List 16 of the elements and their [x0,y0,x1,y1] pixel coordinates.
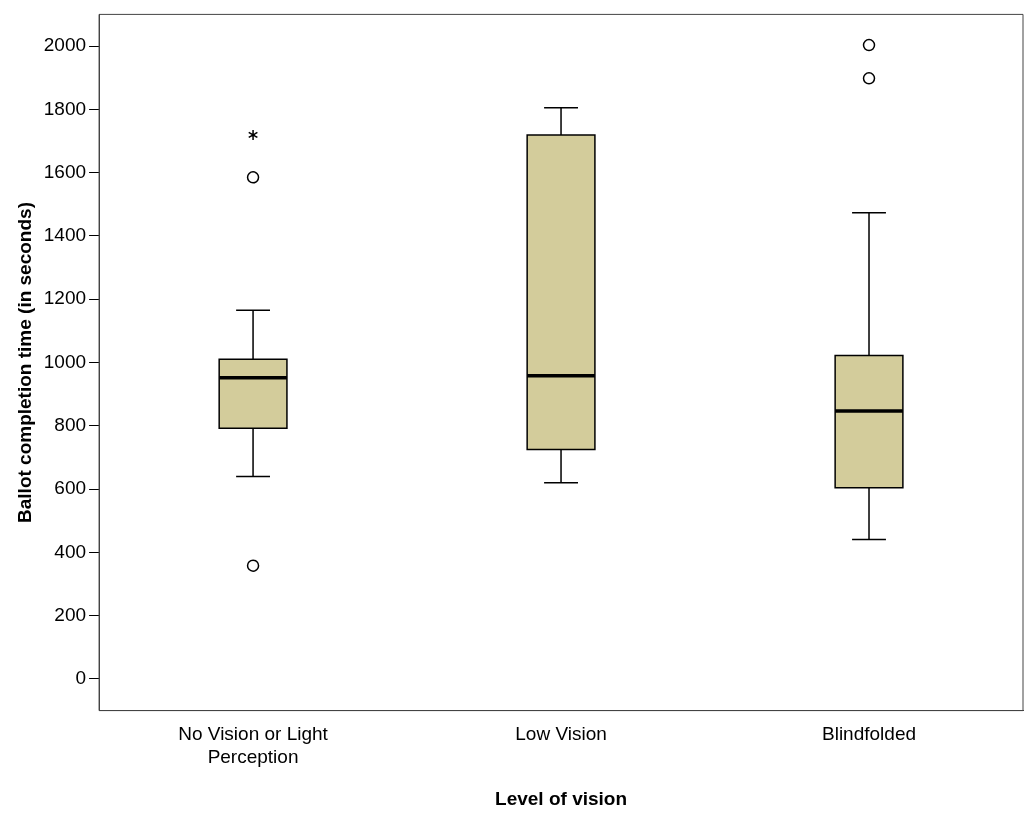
y-tick-label: 2000 [43,34,87,56]
y-tick-label: 1000 [43,350,87,372]
y-tick-label: 400 [54,540,87,562]
x-tick-label: Blindfolded [822,723,917,745]
x-axis-title: Level of vision [495,787,628,809]
y-tick-label: 1600 [43,160,87,182]
y-tick-label: 200 [54,603,87,625]
y-tick-label: 1800 [43,97,87,119]
y-tick-label: 1200 [43,287,87,309]
x-tick-label: No Vision or Light Perception [178,723,329,768]
y-tick-label: 800 [54,414,87,436]
x-tick-label: Low Vision [515,723,607,745]
y-tick-label: 1400 [43,224,87,246]
y-tick-label: 0 [75,667,87,689]
y-axis-title: Ballot completion time (in seconds) [13,202,35,523]
y-tick-label: 600 [54,477,87,499]
